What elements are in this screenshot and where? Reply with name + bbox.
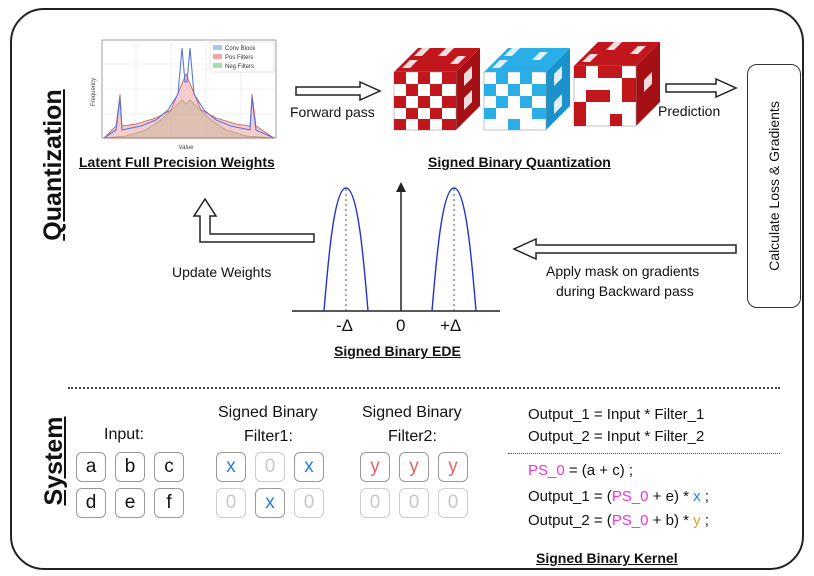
legend-conv-block: Conv Block bbox=[225, 46, 256, 52]
section-divider bbox=[68, 387, 780, 389]
out1-mid: + e) * bbox=[648, 488, 694, 505]
kernel-out2-line: Output_2 = (PS_0 + b) * y ; bbox=[528, 512, 709, 529]
ede-zero: 0 bbox=[396, 316, 406, 335]
kernel-divider bbox=[508, 453, 780, 454]
ede-caption: Signed Binary EDE bbox=[334, 343, 461, 359]
cube-red-1 bbox=[393, 48, 480, 131]
input-cell-b: b bbox=[115, 452, 145, 482]
loss-gradients-label: Calculate Loss & Gradients bbox=[766, 101, 782, 271]
input-title: Input: bbox=[104, 426, 145, 443]
mask-label-2: during Backward pass bbox=[556, 283, 694, 299]
filter2-cell-6: 0 bbox=[438, 488, 468, 518]
input-cell-f: f bbox=[154, 488, 184, 518]
filter2-cell-2: y bbox=[399, 452, 429, 482]
cube-blue bbox=[483, 48, 570, 131]
input-cell-d: d bbox=[76, 488, 106, 518]
ede-pos-delta: +Δ bbox=[440, 316, 462, 335]
filter1-cell-4: 0 bbox=[216, 488, 246, 518]
out1-ps: PS_0 bbox=[611, 488, 649, 505]
mask-label-1: Apply mask on gradients bbox=[546, 263, 700, 279]
filter2-cell-4: 0 bbox=[360, 488, 390, 518]
backward-arrow bbox=[512, 237, 737, 261]
legend-pos-filters: Pos Filters bbox=[225, 55, 253, 61]
filter2-title-1: Signed Binary bbox=[362, 404, 462, 421]
quantization-section-label: Quantization bbox=[39, 89, 67, 241]
histogram-xlabel: Value bbox=[179, 145, 195, 151]
conv-block-series bbox=[103, 47, 275, 139]
kernel-line-1: Output_1 = Input * Filter_1 bbox=[528, 406, 705, 423]
ede-curve-left bbox=[323, 187, 369, 312]
filter1-title-1: Signed Binary bbox=[218, 404, 318, 421]
ede-curve-right bbox=[431, 187, 477, 312]
filter2-cell-1: y bbox=[360, 452, 390, 482]
system-section-label: System bbox=[40, 416, 68, 506]
ps-rhs: = (a + c) ; bbox=[564, 462, 634, 479]
ede-plot bbox=[292, 182, 500, 312]
loss-gradients-box: Calculate Loss & Gradients bbox=[747, 64, 801, 308]
weight-histogram: Conv Block Pos Filters Neg Filters Value… bbox=[91, 39, 277, 151]
filter1-cell-6: 0 bbox=[294, 488, 324, 518]
filter2-cell-5: 0 bbox=[399, 488, 429, 518]
ps-name: PS_0 bbox=[528, 462, 565, 479]
prediction-label: Prediction bbox=[658, 103, 721, 119]
kernel-out1-line: Output_1 = (PS_0 + e) * x ; bbox=[528, 488, 709, 505]
sbq-caption: Signed Binary Quantization bbox=[428, 154, 611, 170]
out2-mid: + b) * bbox=[648, 512, 694, 529]
out2-ps: PS_0 bbox=[611, 512, 649, 529]
input-cell-e: e bbox=[115, 488, 145, 518]
prediction-arrow bbox=[665, 77, 738, 99]
filter2-cell-3: y bbox=[438, 452, 468, 482]
out2-end: ; bbox=[700, 512, 709, 529]
legend-neg-filters: Neg Filters bbox=[225, 64, 254, 70]
out1-end: ; bbox=[700, 488, 709, 505]
filter1-cell-1: x bbox=[216, 452, 246, 482]
filter1-title-2: Filter1: bbox=[244, 428, 293, 445]
update-weights-label: Update Weights bbox=[172, 264, 272, 280]
input-cell-c: c bbox=[154, 452, 184, 482]
forward-arrow bbox=[295, 80, 382, 102]
kernel-ps-line: PS_0 = (a + c) ; bbox=[528, 462, 633, 479]
out1-lhs: Output_1 = ( bbox=[528, 488, 612, 505]
ede-neg-delta: -Δ bbox=[336, 316, 354, 335]
histogram-ylabel: Frequency bbox=[91, 78, 97, 106]
kernel-line-2: Output_2 = Input * Filter_2 bbox=[528, 428, 705, 445]
out1-var: x bbox=[693, 488, 701, 505]
filter2-title-2: Filter2: bbox=[388, 428, 437, 445]
cube-red-2 bbox=[573, 42, 660, 127]
kernel-caption: Signed Binary Kernel bbox=[536, 550, 678, 566]
forward-pass-label: Forward pass bbox=[290, 104, 375, 120]
outer-frame bbox=[10, 8, 804, 570]
out2-var: y bbox=[693, 512, 701, 529]
filter1-cell-3: x bbox=[294, 452, 324, 482]
filter1-cell-5: x bbox=[255, 488, 285, 518]
input-cell-a: a bbox=[76, 452, 106, 482]
out2-lhs: Output_2 = ( bbox=[528, 512, 612, 529]
latent-weights-caption: Latent Full Precision Weights bbox=[79, 154, 275, 170]
update-weights-arrow bbox=[192, 197, 315, 243]
filter1-cell-2: 0 bbox=[255, 452, 285, 482]
